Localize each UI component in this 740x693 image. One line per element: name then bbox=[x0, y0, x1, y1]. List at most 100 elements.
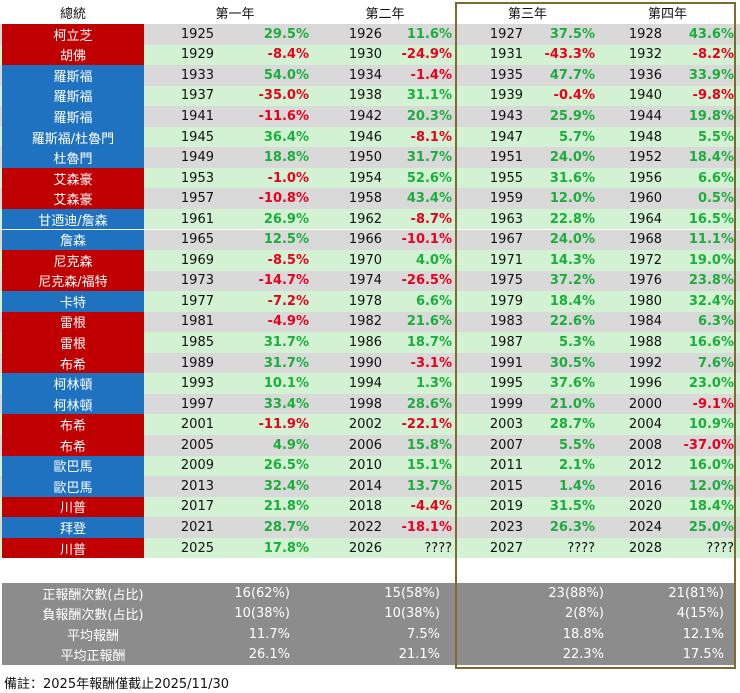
return-cell: 26.9% bbox=[263, 211, 309, 227]
return-cell: 15.1% bbox=[406, 458, 452, 474]
year-cell: 1981 bbox=[180, 314, 214, 330]
year-cell: 2015 bbox=[489, 478, 523, 494]
year-cell: 1958 bbox=[348, 191, 382, 207]
return-cell: 5.5% bbox=[697, 129, 734, 145]
return-cell: 43.6% bbox=[688, 26, 734, 42]
table-row: 布希 2001 -11.9% 2002 -22.1% 2003 28.7% 2004 10.9% bbox=[0, 414, 740, 435]
return-cell: 29.5% bbox=[263, 26, 309, 42]
year-cell: 1964 bbox=[628, 211, 662, 227]
summary-value: 11.7% bbox=[248, 626, 290, 642]
return-cell: 4.9% bbox=[272, 437, 309, 453]
return-cell: -24.9% bbox=[401, 47, 453, 63]
table-row: 布希 1989 31.7% 1990 -3.1% 1991 30.5% 1992 7.6% bbox=[0, 352, 740, 374]
return-cell: -8.1% bbox=[410, 129, 452, 145]
president-cell: 柯林頓 bbox=[2, 393, 144, 415]
return-cell: 33.9% bbox=[688, 67, 734, 83]
president-cell: 艾森豪 bbox=[2, 188, 144, 209]
table-row: 杜魯門 1949 18.8% 1950 31.7% 1951 24.0% 1952 18.4% bbox=[0, 147, 740, 168]
return-cell: 16.5% bbox=[688, 211, 734, 227]
summary-row: 正報酬次數(占比) 16(62%) 15(58%) 23(88%) 21(81%) bbox=[2, 583, 736, 604]
footnote: 備註：2025年報酬僅截止2025/11/30 bbox=[4, 677, 230, 692]
table-row: 雷根 1981 -4.9% 1982 21.6% 1983 22.6% 1984 6.3% bbox=[0, 311, 740, 333]
year-cell: 2002 bbox=[348, 417, 382, 433]
year-cell: 1953 bbox=[180, 170, 214, 186]
return-cell: -10.1% bbox=[401, 232, 453, 248]
year-cell: 1971 bbox=[489, 252, 523, 268]
summary-value: 10(38%) bbox=[384, 606, 440, 622]
return-cell: 10.1% bbox=[263, 376, 309, 392]
year-cell: 1970 bbox=[348, 252, 382, 268]
president-cell: 羅斯福 bbox=[2, 106, 144, 127]
year-cell: 1983 bbox=[489, 314, 523, 330]
return-cell: 28.7% bbox=[263, 519, 309, 535]
table-row: 川普 2017 21.8% 2018 -4.4% 2019 31.5% 2020 18.4% bbox=[0, 496, 740, 518]
president-cell: 柯林頓 bbox=[2, 373, 144, 394]
return-cell: 22.8% bbox=[549, 211, 595, 227]
table-row: 柯林頓 1997 33.4% 1998 28.6% 1999 21.0% 2000 -9.1% bbox=[0, 393, 740, 415]
year-cell: 1960 bbox=[628, 191, 662, 207]
year-cell: 2023 bbox=[489, 519, 523, 535]
year-cell: 2008 bbox=[628, 437, 662, 453]
summary-label: 平均報酬 bbox=[66, 628, 119, 644]
return-cell: 5.7% bbox=[558, 129, 595, 145]
return-cell: ???? bbox=[424, 540, 452, 556]
table-row: 尼克森 1969 -8.5% 1970 4.0% 1971 14.3% 1972 19.0% bbox=[0, 250, 740, 271]
year-cell: 1932 bbox=[628, 47, 662, 63]
return-cell: 19.8% bbox=[688, 108, 734, 124]
year-cell: 2012 bbox=[628, 458, 662, 474]
return-cell: -14.7% bbox=[258, 273, 310, 289]
return-cell: 18.8% bbox=[263, 150, 309, 166]
year-cell: 2028 bbox=[628, 540, 662, 556]
return-cell: 32.4% bbox=[688, 293, 734, 309]
return-cell: 31.6% bbox=[549, 170, 595, 186]
president-cell: 甘迺迪/詹森 bbox=[2, 208, 144, 230]
year-cell: 1992 bbox=[628, 355, 662, 371]
year-cell: 1955 bbox=[489, 170, 523, 186]
president-cell: 布希 bbox=[2, 435, 144, 456]
year-cell: 2010 bbox=[348, 458, 382, 474]
president-cell: 歐巴馬 bbox=[2, 476, 144, 497]
president-cell: 布希 bbox=[2, 414, 144, 435]
return-cell: 24.0% bbox=[549, 232, 595, 248]
year-cell: 1995 bbox=[489, 376, 523, 392]
year-cell: 2025 bbox=[180, 540, 214, 556]
year-cell: 1927 bbox=[489, 26, 523, 42]
year-cell: 1942 bbox=[348, 108, 382, 124]
return-cell: ???? bbox=[706, 540, 734, 556]
year-cell: 1985 bbox=[180, 335, 214, 351]
table-row: 卡特 1977 -7.2% 1978 6.6% 1979 18.4% 1980 32.4% bbox=[0, 291, 740, 312]
president-cell: 川普 bbox=[2, 537, 144, 559]
return-cell: 25.0% bbox=[688, 519, 734, 535]
return-cell: 37.6% bbox=[549, 376, 595, 392]
return-cell: -8.5% bbox=[267, 252, 309, 268]
year-cell: 2021 bbox=[180, 519, 214, 535]
return-cell: 1.3% bbox=[415, 376, 452, 392]
year-cell: 1957 bbox=[180, 191, 214, 207]
return-cell: 22.6% bbox=[549, 314, 595, 330]
year-cell: 1951 bbox=[489, 150, 523, 166]
president-cell: 柯立芝 bbox=[2, 24, 144, 45]
return-cell: 4.0% bbox=[415, 252, 452, 268]
president-cell: 拜登 bbox=[2, 517, 144, 538]
year-cell: 1974 bbox=[348, 273, 382, 289]
table-row: 拜登 2021 28.7% 2022 -18.1% 2023 26.3% 2024 25.0% bbox=[0, 517, 740, 538]
return-cell: -9.8% bbox=[692, 88, 734, 104]
year-cell: 2022 bbox=[348, 519, 382, 535]
summary-value: 22.3% bbox=[562, 647, 604, 663]
summary-value: 18.8% bbox=[562, 626, 604, 642]
return-cell: 23.0% bbox=[688, 376, 734, 392]
year-cell: 1943 bbox=[489, 108, 523, 124]
year-cell: 2017 bbox=[180, 499, 214, 515]
year-cell: 1925 bbox=[180, 26, 214, 42]
return-cell: 52.6% bbox=[406, 170, 452, 186]
return-cell: -11.9% bbox=[258, 417, 310, 433]
summary-value: 16(62%) bbox=[234, 585, 290, 601]
return-cell: 36.4% bbox=[263, 129, 309, 145]
year-cell: 2026 bbox=[348, 540, 382, 556]
return-cell: 11.1% bbox=[688, 232, 734, 248]
return-cell: 24.0% bbox=[549, 150, 595, 166]
return-cell: 12.5% bbox=[263, 232, 309, 248]
year-cell: 2009 bbox=[180, 458, 214, 474]
return-cell: 37.2% bbox=[549, 273, 595, 289]
year-cell: 1963 bbox=[489, 211, 523, 227]
